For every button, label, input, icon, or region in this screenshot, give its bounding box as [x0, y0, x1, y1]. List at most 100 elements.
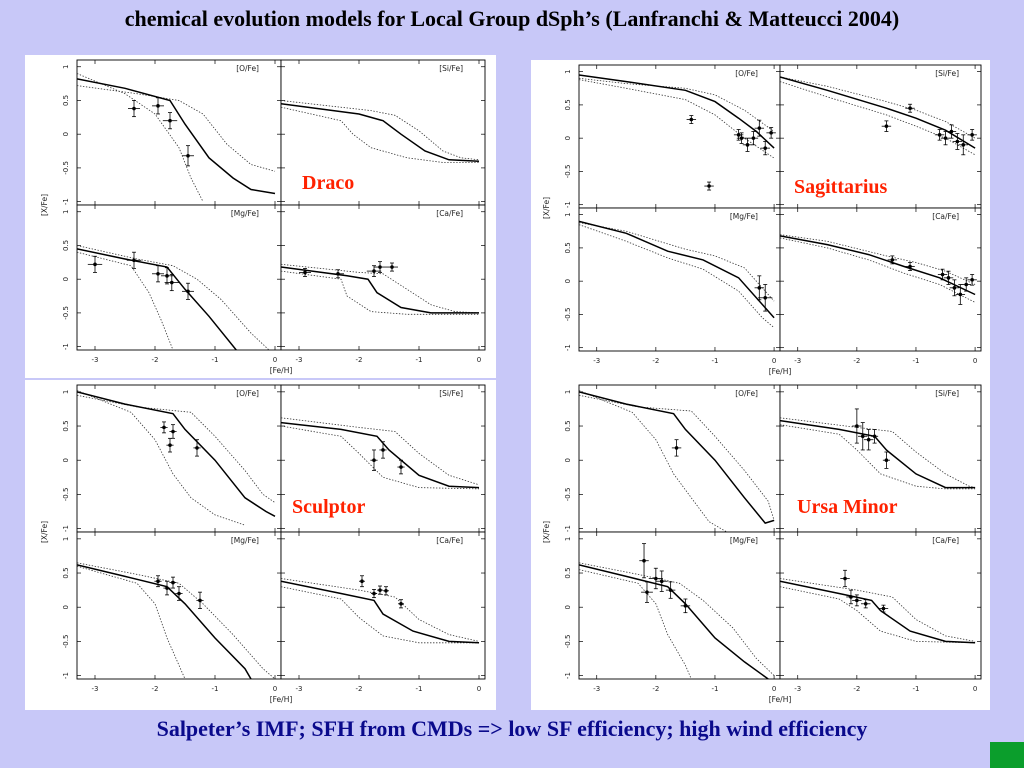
panel-o-fe: -1 -0.5 0 0.5 1 [O/Fe]	[564, 384, 781, 533]
panel-label: [O/Fe]	[236, 389, 259, 398]
y-axis-label: [X/Fe]	[40, 521, 49, 543]
data-marker	[964, 282, 969, 287]
panel-frame	[578, 64, 781, 209]
model-lower-bound	[77, 73, 204, 202]
y-tick-label: 0.5	[62, 240, 70, 251]
x-axis-label: [Fe/H]	[769, 695, 792, 704]
data-marker	[937, 133, 942, 137]
data-point	[648, 567, 663, 590]
x-tick-label: -2	[152, 685, 159, 693]
data-marker	[763, 295, 768, 300]
y-tick-label: 0	[62, 605, 70, 609]
data-marker	[860, 434, 865, 439]
x-tick-label: 0	[273, 356, 277, 364]
plot-area	[281, 417, 480, 490]
plot-area	[780, 76, 977, 156]
data-point	[161, 267, 173, 285]
data-point	[840, 569, 850, 588]
data-marker	[946, 276, 951, 280]
data-marker	[949, 129, 954, 134]
y-tick-label: 0.5	[62, 567, 70, 578]
model-upper-bound	[579, 562, 775, 676]
y-tick-label: 0	[62, 277, 70, 281]
data-marker	[736, 133, 741, 137]
x-tick-label: 0	[973, 685, 977, 693]
model-upper-bound	[780, 578, 976, 642]
data-marker	[645, 590, 649, 594]
data-point	[858, 422, 868, 451]
plot-area	[579, 390, 775, 532]
model-lower-bound	[77, 251, 174, 350]
data-marker	[399, 601, 403, 606]
data-point	[196, 591, 204, 609]
plot-area	[281, 100, 480, 163]
title-citation: (Lanfranchi & Matteucci 2004)	[605, 6, 900, 31]
data-marker	[168, 443, 172, 447]
y-tick-label: -1	[564, 525, 572, 532]
model-lower-bound	[579, 390, 728, 532]
data-point	[193, 439, 201, 457]
data-point	[370, 449, 378, 471]
x-tick-label: -1	[711, 357, 718, 365]
plot-area	[77, 73, 276, 202]
data-point	[379, 441, 387, 459]
data-point	[961, 277, 971, 292]
panel-frame	[578, 384, 781, 533]
x-tick-label: -3	[296, 356, 303, 364]
model-upper-bound	[281, 417, 480, 486]
footer-caption: Salpeter’s IMF; SFH from CMDs => low SF …	[156, 716, 868, 741]
model-curve	[579, 220, 775, 319]
data-marker	[881, 606, 886, 611]
x-tick-label: -1	[416, 685, 423, 693]
data-point	[152, 265, 164, 283]
data-point	[882, 451, 890, 469]
data-marker	[372, 458, 376, 463]
data-marker	[751, 136, 756, 140]
data-point	[671, 439, 682, 457]
data-marker	[162, 425, 166, 430]
model-upper-bound	[579, 77, 775, 132]
y-tick-label: 0	[564, 279, 572, 283]
y-tick-label: 0.5	[564, 567, 572, 578]
panel-ca-fe: [Ca/Fe]	[779, 531, 982, 680]
data-marker	[863, 601, 868, 606]
data-marker	[940, 272, 945, 277]
y-tick-label: 0.5	[62, 420, 70, 431]
model-lower-bound	[281, 425, 480, 490]
data-marker	[372, 269, 376, 273]
x-axis-label: [Fe/H]	[270, 695, 293, 704]
model-lower-bound	[579, 79, 775, 159]
data-marker	[757, 126, 762, 130]
data-point	[152, 97, 164, 115]
data-point	[958, 134, 968, 156]
data-marker	[165, 274, 169, 278]
x-tick-label: 0	[477, 356, 481, 364]
chart-sculptor: -1 -0.5 0 0.5 1 [O/Fe] [Si/Fe] -1 -0.5 0 0.5 1 [Mg/F…	[40, 384, 486, 704]
data-point	[665, 581, 676, 599]
galaxy-label-ursa-minor: Ursa Minor	[797, 496, 898, 518]
data-point	[905, 103, 915, 113]
data-point	[852, 594, 862, 607]
data-point	[967, 129, 977, 141]
data-marker	[855, 598, 859, 603]
model-curve	[77, 391, 276, 517]
model-curve	[281, 103, 480, 162]
data-marker	[952, 286, 957, 290]
model-lower-bound	[77, 390, 246, 526]
data-point	[169, 424, 177, 439]
x-axis-label: [Fe/H]	[270, 366, 293, 375]
panel-label: [Mg/Fe]	[730, 536, 758, 545]
data-point	[163, 580, 171, 596]
data-marker	[132, 258, 136, 263]
model-lower-bound	[780, 586, 976, 644]
data-point	[760, 141, 770, 156]
panel-frame	[779, 207, 982, 352]
panel-label: [Ca/Fe]	[932, 536, 959, 545]
data-point	[878, 604, 889, 613]
plot-area	[780, 234, 977, 305]
panel-label: [Si/Fe]	[439, 64, 463, 73]
data-point	[641, 581, 653, 603]
y-tick-label: 1	[564, 69, 572, 73]
data-marker	[186, 153, 190, 158]
model-curve	[77, 564, 252, 679]
